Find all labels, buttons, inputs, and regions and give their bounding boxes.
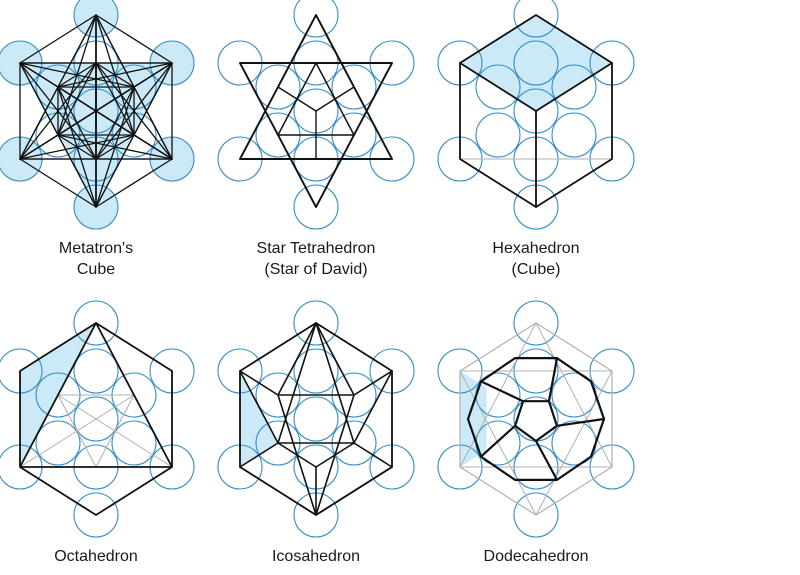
caption-metatrons-cube: Metatron's Cube: [0, 238, 206, 280]
metatron-line: [57, 134, 173, 160]
main-triangle: [19, 322, 173, 468]
edge-line: [19, 394, 135, 468]
node-circle: [475, 112, 521, 158]
inner-triangle: [57, 394, 135, 468]
edge-line: [353, 442, 393, 468]
dodeca-edge: [555, 417, 606, 427]
edge-line: [277, 442, 317, 468]
caption-star-tetrahedron: Star Tetrahedron (Star of David): [206, 238, 426, 280]
metatron-line: [57, 86, 97, 208]
metatron-line: [57, 62, 173, 88]
node-circle: [551, 64, 597, 110]
node-circle: [513, 396, 559, 442]
node-circle: [293, 300, 339, 346]
caption-line: (Cube): [511, 261, 561, 278]
dodeca-edge: [479, 424, 517, 458]
faint-triangle: [459, 370, 613, 516]
caption-line: (Star of David): [264, 261, 368, 278]
caption-line: Metatron's: [58, 240, 134, 257]
caption-dodecahedron: Dodecahedron: [426, 546, 646, 567]
octahedron-figure: [0, 300, 195, 538]
edge-line: [239, 370, 279, 444]
faint-triangle: [459, 322, 613, 468]
node-circle: [513, 492, 559, 538]
dodeca-outline: [466, 357, 606, 481]
node-circle: [73, 492, 119, 538]
edge-line: [277, 86, 317, 112]
edge-line: [353, 370, 393, 444]
node-circle: [255, 64, 301, 110]
edge-line: [535, 62, 613, 112]
caption-line: Star Tetrahedron: [256, 240, 376, 257]
caption-line: Octahedron: [54, 548, 138, 565]
caption-icosahedron: Icosahedron: [206, 546, 426, 567]
caption-line: Cube: [76, 261, 116, 278]
edge-line: [277, 322, 317, 396]
node-circle: [111, 420, 157, 466]
edge-line: [315, 322, 355, 396]
caption-line: Dodecahedron: [483, 548, 589, 565]
highlight-top-face: [460, 15, 612, 111]
edge-line: [315, 86, 355, 112]
metatron-line: [95, 62, 173, 160]
edge-line: [315, 466, 393, 516]
ico-triangle: [277, 322, 355, 444]
metatron-line: [19, 14, 97, 64]
edge-line: [57, 394, 173, 468]
caption-line: Icosahedron: [271, 548, 361, 565]
metatron-line: [57, 14, 97, 136]
node-circle: [293, 184, 339, 230]
caption-octahedron: Octahedron: [0, 546, 206, 567]
node-circle: [513, 300, 559, 346]
star-tetrahedron-figure: [217, 0, 415, 230]
icosahedron-figure: [217, 300, 415, 538]
front-pentagon: [513, 400, 559, 443]
edge-line: [239, 442, 279, 468]
hexahedron-figure: [437, 0, 635, 230]
node-circle: [475, 64, 521, 110]
node-circle: [551, 112, 597, 158]
hexagon-outline: [19, 322, 173, 516]
dodeca-edge: [534, 439, 559, 481]
highlight-face: [460, 371, 487, 467]
node-circle: [73, 300, 119, 346]
edge-line: [459, 62, 537, 112]
metatron-line: [95, 14, 173, 64]
metatron-line: [19, 158, 97, 208]
node-circle: [513, 0, 559, 38]
node-circle: [331, 64, 377, 110]
highlight-face: [240, 371, 278, 467]
metatron-line: [19, 62, 97, 208]
dodecahedron-figure: [437, 300, 635, 538]
caption-hexahedron: Hexahedron (Cube): [426, 238, 646, 280]
metatron-line: [19, 62, 173, 160]
edge-line: [315, 442, 355, 468]
metatron-line: [95, 158, 173, 208]
node-circle: [73, 348, 119, 394]
node-circle: [35, 420, 81, 466]
metatrons-cube-figure: [0, 0, 195, 230]
edge-line: [353, 370, 393, 396]
node-circle: [293, 0, 339, 38]
edge-line: [239, 370, 279, 396]
dodeca-edge: [479, 380, 525, 403]
node-circle: [513, 40, 559, 86]
caption-line: Hexahedron: [492, 240, 580, 257]
node-circle: [73, 396, 119, 442]
dodeca-edge: [547, 357, 559, 403]
node-circle: [293, 348, 339, 394]
node-circle: [293, 396, 339, 442]
